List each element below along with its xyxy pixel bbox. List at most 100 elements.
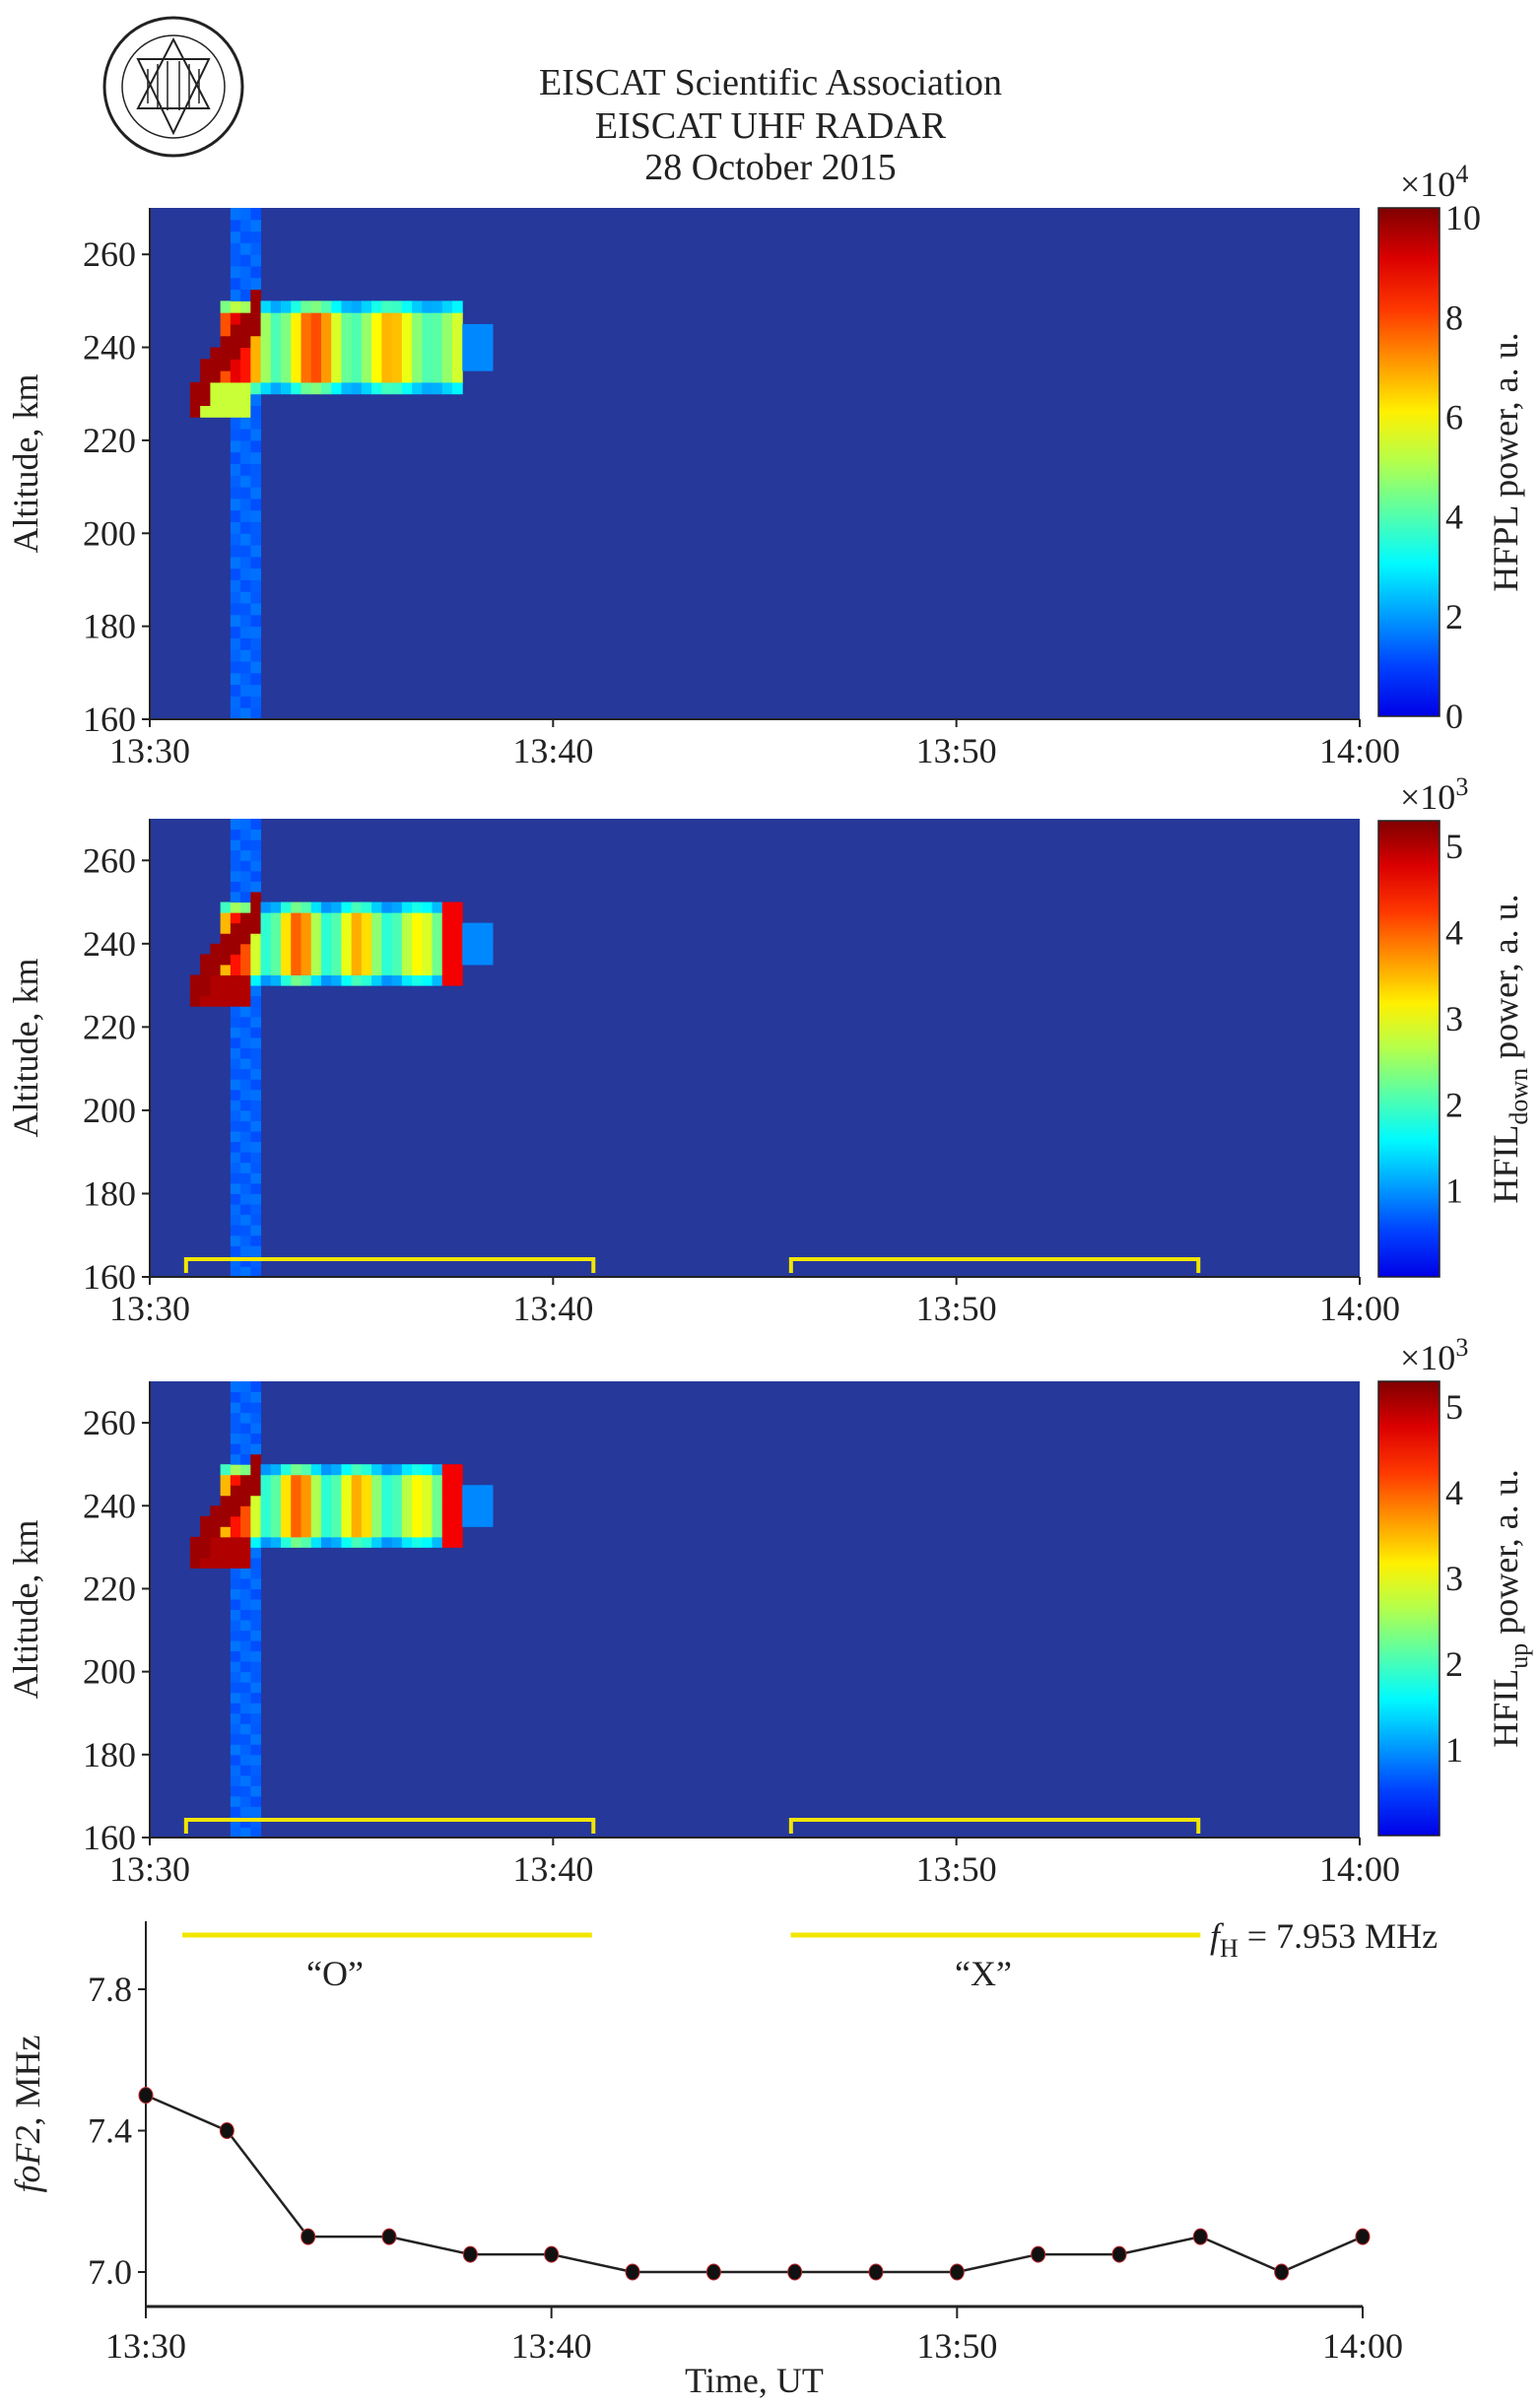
heatmap-cell (250, 1577, 262, 1589)
heatmap-cell (240, 591, 251, 604)
heatmap-cell (452, 370, 463, 383)
heatmap-cell (412, 1464, 423, 1476)
heatmap-cell (230, 954, 241, 966)
heatmap-cell (301, 370, 312, 383)
heatmap-cell (270, 954, 282, 966)
heatmap-cell (401, 974, 413, 986)
heatmap-cell (200, 1526, 211, 1538)
heatmap-cell (291, 1495, 301, 1506)
heatmap-cell (441, 1495, 453, 1506)
heatmap-cell (230, 849, 241, 861)
x-tick-label: 13:30 (105, 2326, 186, 2366)
heatmap-cell (441, 1464, 453, 1476)
heatmap-cell (270, 1536, 282, 1548)
heatmap-cell (240, 429, 251, 441)
heatmap-cell (351, 954, 363, 966)
heatmap-cell (270, 1505, 282, 1517)
heatmap-cell (260, 954, 272, 966)
heatmap-cell (391, 974, 403, 986)
heatmap-cell (310, 1526, 322, 1538)
heatmap-cell (250, 429, 262, 441)
fof2-data-point (868, 2263, 884, 2281)
fof2-series-line (145, 2094, 1364, 2274)
y-axis-label: foF2, MHz (8, 2036, 47, 2193)
heatmap-cell (401, 933, 413, 945)
heatmap-cell (230, 829, 241, 840)
heatmap-cell (320, 954, 332, 966)
heatmap-cell (361, 964, 372, 976)
heatmap-cell (331, 1536, 342, 1548)
heatmap-cell (240, 533, 251, 546)
heatmap-cell (341, 323, 353, 337)
heatmap-cell (240, 1816, 251, 1828)
heatmap-cell (432, 943, 443, 955)
heatmap-cell (240, 417, 251, 430)
heatmap-cell (230, 439, 241, 453)
heatmap-cell (250, 870, 262, 882)
heatmap-cell (452, 1515, 463, 1527)
colorbar (1377, 820, 1440, 1278)
heatmap-cell (291, 1464, 301, 1476)
y-tick-label: 200 (83, 1652, 136, 1692)
heatmap-cell (441, 1526, 453, 1538)
heatmap-cell (240, 819, 251, 831)
heatmap-cell (270, 943, 282, 955)
colorbar-tick-label: 5 (1445, 827, 1463, 866)
heatmap-cell (240, 1640, 251, 1652)
heatmap-cell (301, 1505, 312, 1517)
heatmap-cell (452, 943, 463, 955)
heatmap-cell (281, 359, 292, 371)
heatmap-cell (281, 301, 292, 313)
heatmap-cell (210, 381, 222, 395)
heatmap-cell (260, 964, 272, 976)
heatmap-cell (341, 943, 353, 955)
heatmap-cell (250, 1225, 262, 1237)
heatmap-cell (310, 1536, 322, 1548)
heatmap-cell (341, 1536, 353, 1548)
heatmap-cell (250, 451, 262, 464)
colorbar-tick-label: 4 (1445, 913, 1463, 953)
heatmap-cell (230, 312, 241, 325)
heatmap-cell (401, 370, 413, 383)
heatmap-cell (291, 1505, 301, 1517)
heatmap-cell (210, 1557, 222, 1569)
heatmap-cell (250, 1630, 262, 1641)
heatmap-cell (331, 347, 342, 360)
heatmap-cell (250, 1526, 262, 1538)
heatmap-cell (371, 1485, 382, 1497)
heatmap-cell (270, 381, 282, 395)
heatmap-cell (391, 1526, 403, 1538)
colorbar-tick-label: 4 (1445, 1473, 1463, 1512)
heatmap-cell (291, 323, 301, 337)
heatmap-cell (310, 964, 322, 976)
heatmap-cell (240, 1182, 251, 1194)
heatmap-cell (441, 335, 453, 349)
heatmap-cell (281, 933, 292, 945)
heatmap-cell (230, 1692, 241, 1704)
heatmap-cell (250, 1703, 262, 1714)
x-tick-label: 13:40 (511, 2326, 592, 2366)
heatmap-cell (310, 323, 322, 337)
heatmap-cell (260, 1536, 272, 1548)
heatmap-cell (240, 1193, 251, 1205)
heatmap-cell (220, 902, 232, 913)
heatmap-cell (240, 1016, 251, 1028)
y-axis-label: Altitude, km (6, 374, 45, 554)
heatmap-cell (250, 1423, 262, 1435)
heatmap-cell (240, 912, 251, 924)
heatmap-cell (230, 1712, 241, 1724)
heatmap-cell (441, 912, 453, 924)
heatmap-cell (230, 1412, 241, 1424)
heatmap-cell (250, 684, 262, 697)
heatmap-cell (301, 335, 312, 349)
heatmap-cell (310, 1495, 322, 1506)
x-tick-label: 13:50 (916, 731, 997, 770)
heatmap-cell (230, 933, 241, 945)
heatmap-cell (401, 301, 413, 313)
heatmap-cell (210, 393, 222, 407)
heatmap-cell (250, 1162, 262, 1173)
heatmap-cell (240, 1204, 251, 1216)
heatmap-cell (320, 1495, 332, 1506)
heatmap-cell (301, 1495, 312, 1506)
heatmap-cell (310, 974, 322, 986)
